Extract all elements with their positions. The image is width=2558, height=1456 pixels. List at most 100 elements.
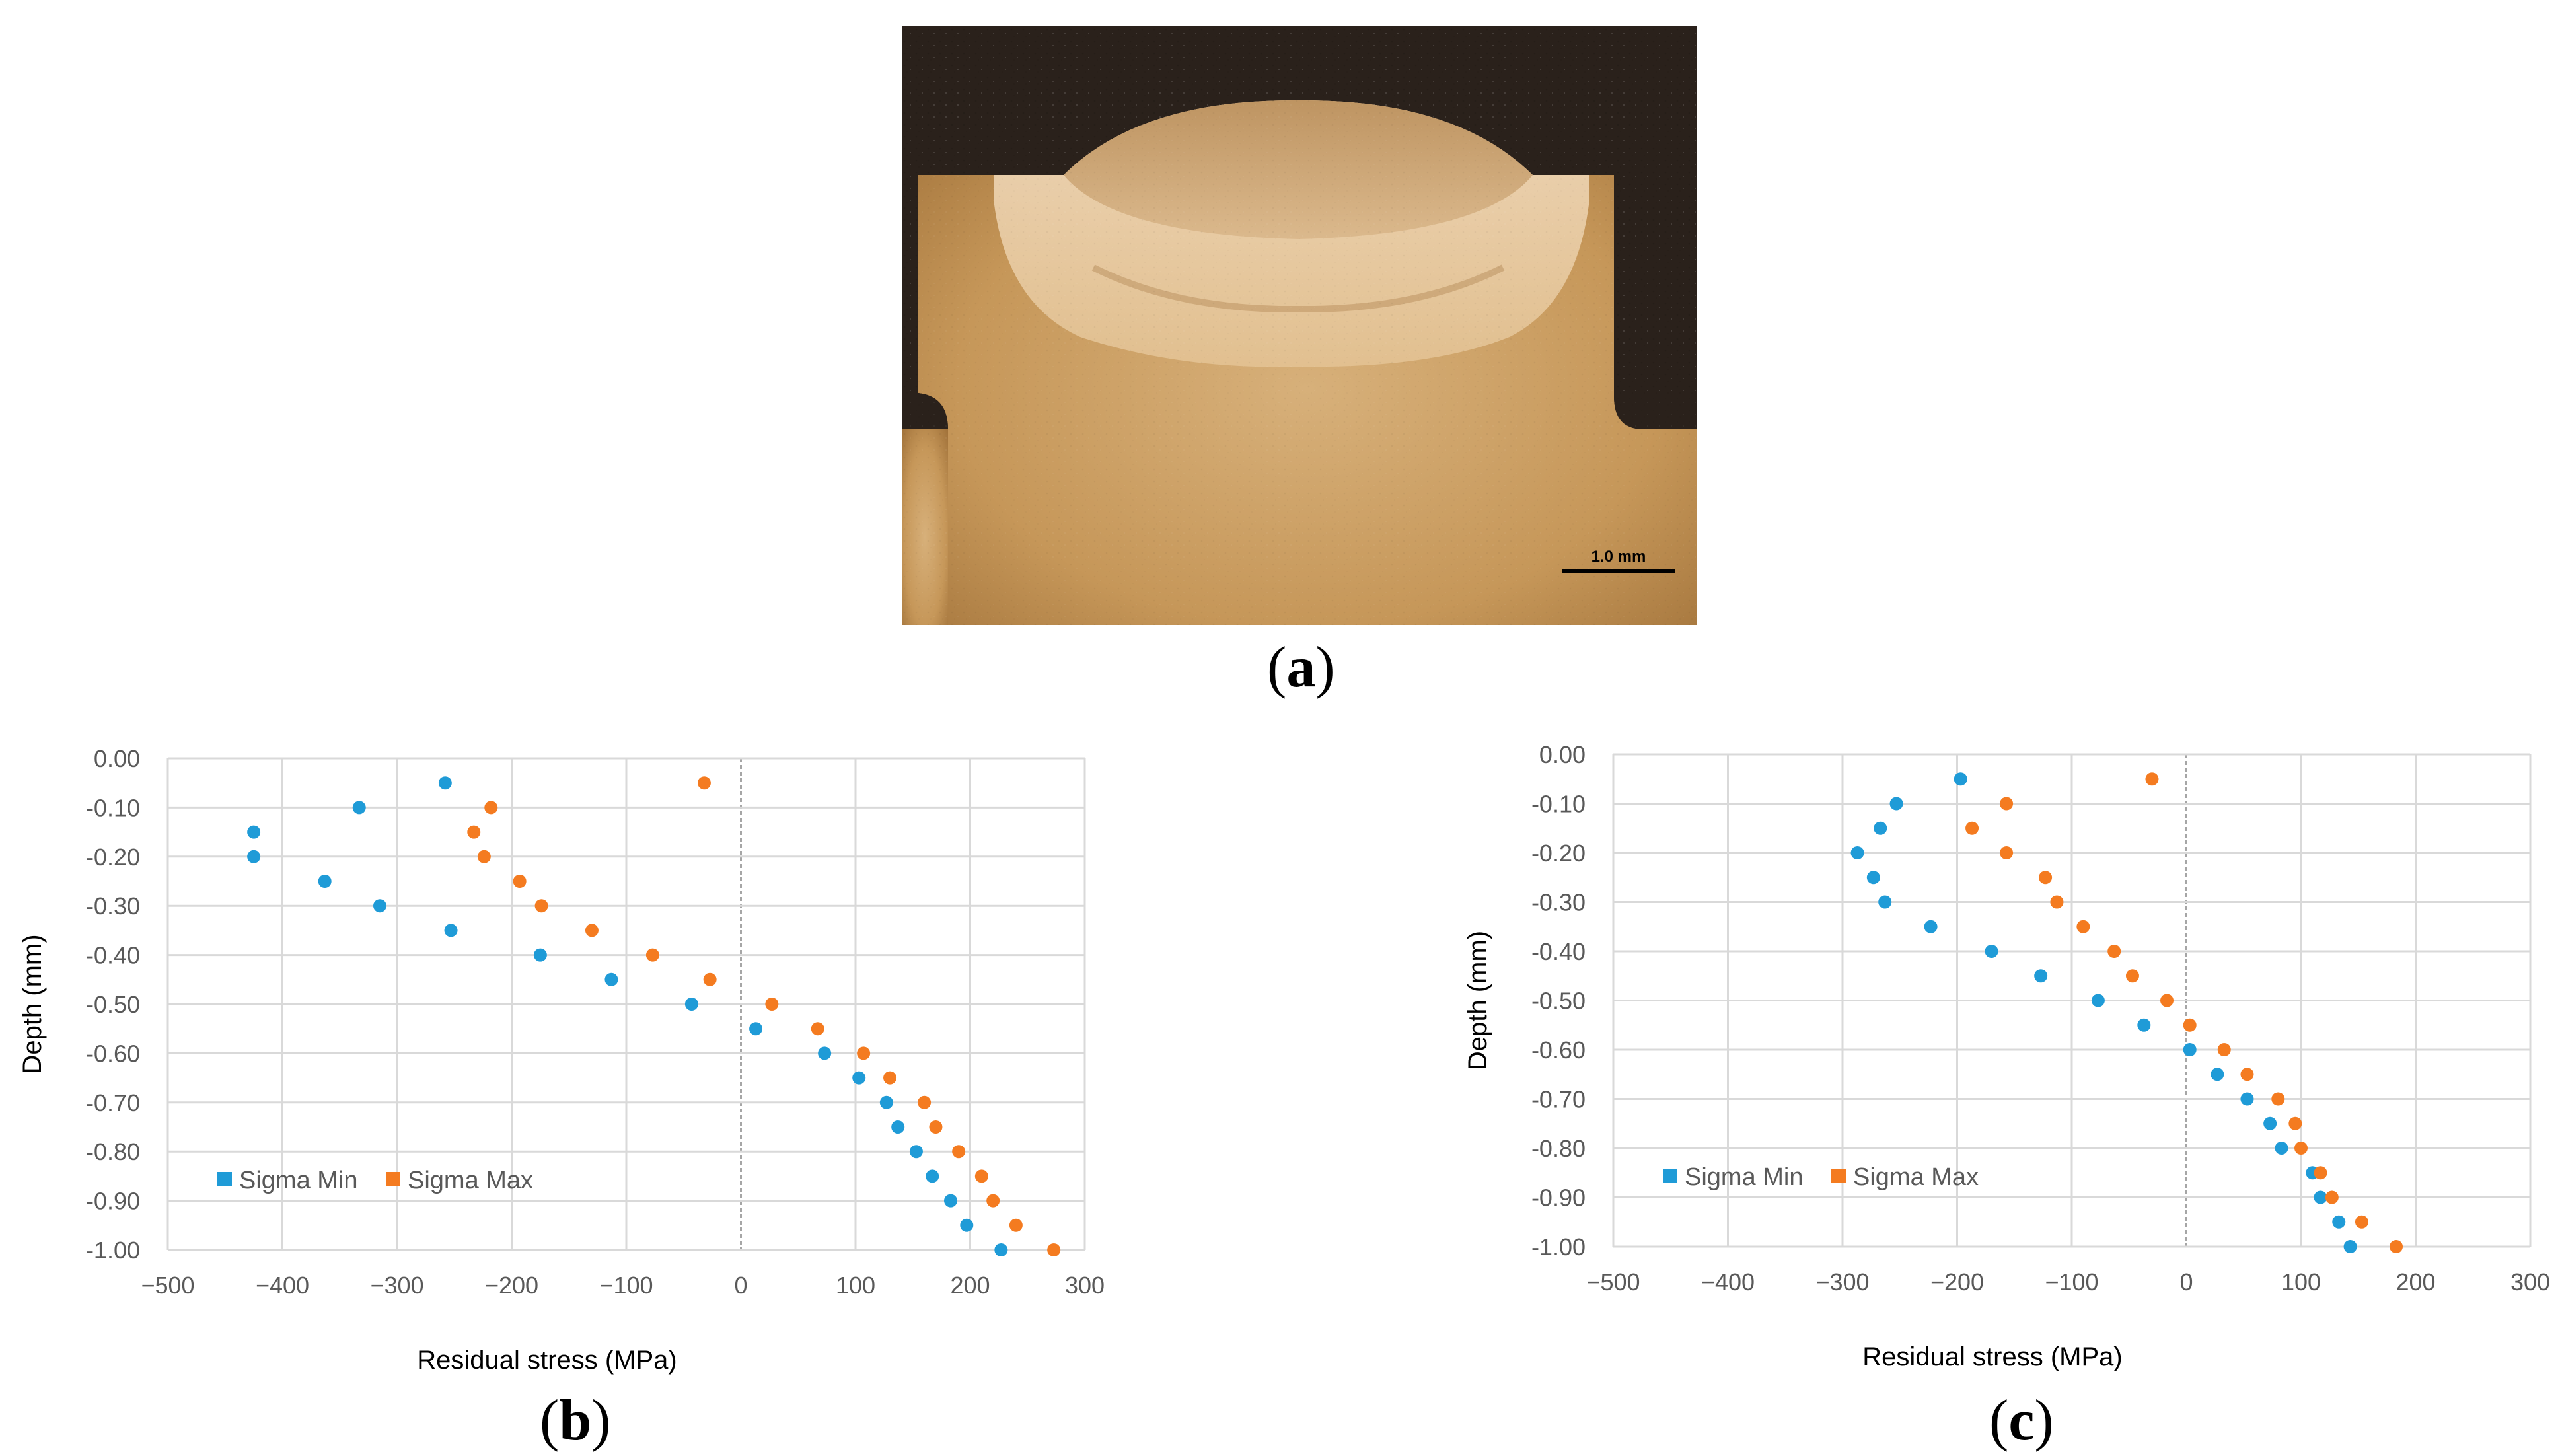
x-tick-label: 300 [2510,1268,2550,1295]
data-point [2183,1018,2197,1032]
y-tick-label: -0.10 [86,794,140,821]
legend-marker [217,1172,232,1186]
data-point [2050,895,2064,909]
data-point [2217,1043,2231,1056]
y-tick-label: -1.00 [86,1237,140,1264]
data-point [247,825,261,839]
data-point [2263,1116,2277,1130]
chart-2: −500 −400 −300 −200 −100 0 100 200 300 0.00 -0.10 -… [1463,741,2550,1371]
data-point [1985,945,1998,958]
data-point [1047,1243,1061,1256]
y-tick-label: 0.00 [94,745,140,772]
data-point [883,1071,897,1085]
x-tick-label: −400 [1701,1268,1755,1295]
panel-label-b: (b) [540,1389,611,1453]
series-sigma-min [247,776,1008,1256]
x-tick-label: −200 [485,1272,538,1299]
x-tick-label: −500 [1586,1268,1640,1295]
y-tick-label: -0.60 [1531,1037,1586,1064]
y-tick-label: -0.30 [1531,889,1586,916]
data-point [909,1145,923,1159]
data-point [604,972,618,986]
data-point [697,776,711,790]
data-point [1965,821,1979,835]
x-tick-label: −200 [1930,1268,1984,1295]
data-point [2390,1240,2403,1253]
x-tick-label: 300 [1065,1272,1105,1299]
data-point [960,1218,974,1232]
data-point [879,1095,893,1109]
data-point [2355,1215,2368,1229]
data-point [2288,1116,2302,1130]
data-point [352,801,366,815]
data-point [2145,772,2159,786]
data-point [2000,797,2014,811]
data-point [2076,920,2090,933]
data-point [994,1243,1008,1256]
data-point [2034,969,2048,983]
data-point [2107,945,2121,958]
x-tick-label: −300 [1815,1268,1869,1295]
data-point [2211,1068,2224,1081]
data-point [1009,1218,1023,1232]
data-point [2332,1215,2346,1229]
data-point [2183,1043,2197,1056]
y-axis-label: Depth (mm) [1463,931,1492,1070]
legend-label: Sigma Max [1853,1163,1979,1191]
y-tick-label: -0.40 [86,942,140,969]
data-point [484,801,498,815]
data-point [1954,772,1967,786]
y-tick-label: -1.00 [1531,1233,1586,1260]
data-point [438,776,452,790]
data-point [2160,994,2174,1007]
data-point [533,948,547,962]
y-tick-label: -0.60 [86,1040,140,1067]
data-point [2039,871,2053,885]
data-point [749,1022,763,1036]
data-point [857,1046,871,1060]
scale-bar-label: 1.0 mm [1591,548,1646,565]
y-tick-label: -0.80 [86,1138,140,1165]
y-tick-label: -0.90 [86,1188,140,1215]
data-point [1850,846,1864,859]
x-tick-label: −100 [599,1272,653,1299]
x-tick-label: 0 [2179,1268,2193,1295]
y-axis-label: Depth (mm) [18,934,47,1074]
data-point [765,998,779,1011]
data-point [477,850,491,863]
x-tick-label: 0 [734,1272,747,1299]
y-tick-label: -0.50 [1531,988,1586,1015]
y-tick-label: -0.30 [86,892,140,920]
data-point [929,1120,943,1134]
data-point [944,1194,958,1208]
data-point [2275,1142,2288,1155]
data-point [513,875,527,888]
legend-marker [1663,1169,1677,1183]
data-point [974,1169,988,1183]
data-point [2271,1092,2285,1106]
data-point [852,1071,866,1085]
y-tick-label: -0.70 [86,1089,140,1116]
y-tick-label: -0.50 [86,991,140,1018]
legend-label: Sigma Min [239,1167,358,1194]
data-point [2314,1190,2327,1204]
data-point [703,972,717,986]
legend-label: Sigma Max [408,1167,533,1194]
y-tick-label: -0.40 [1531,938,1586,965]
legend-marker [386,1172,400,1186]
x-tick-label: −500 [141,1272,194,1299]
weld-micrograph: 1.0 mm [902,26,1697,625]
data-point [1878,895,1892,909]
panel-label-c: (c) [1989,1389,2054,1453]
x-tick-label: −100 [2045,1268,2098,1295]
x-tick-label: 200 [950,1272,990,1299]
data-point [2000,846,2014,859]
data-point [818,1046,832,1060]
data-point [1924,920,1938,933]
y-tick-label: -0.10 [1531,791,1586,818]
data-point [952,1145,966,1159]
y-tick-label: -0.20 [1531,840,1586,867]
series-sigma-max [467,776,1061,1256]
data-point [2325,1190,2339,1204]
x-axis-label: Residual stress (MPa) [1862,1342,2122,1371]
